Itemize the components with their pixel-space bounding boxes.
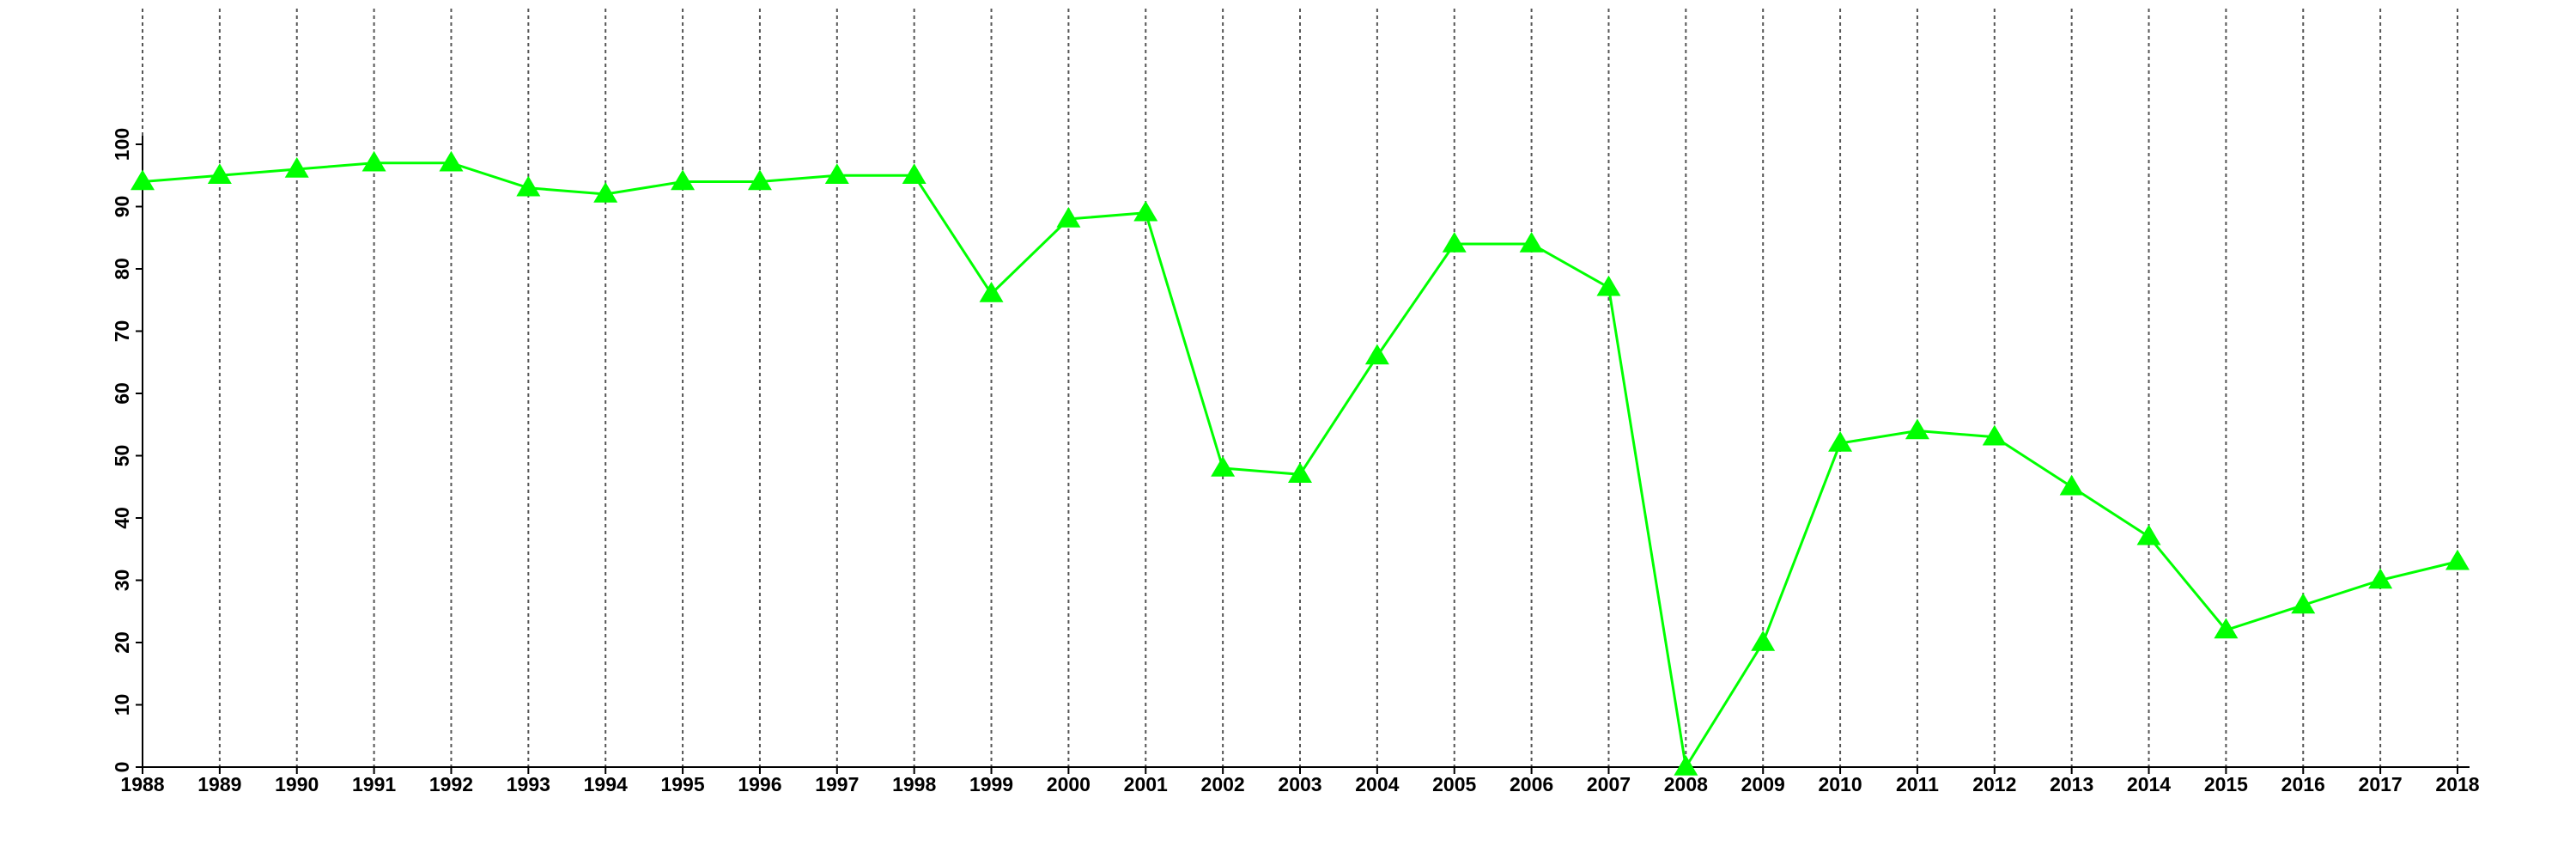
marker <box>2445 549 2470 570</box>
marker <box>824 163 849 185</box>
y-tick-label: 60 <box>111 382 133 405</box>
x-tick-label: 2014 <box>2127 773 2171 795</box>
marker <box>284 157 309 178</box>
marker <box>1056 207 1081 228</box>
x-tick-label: 1990 <box>275 773 319 795</box>
x-tick-label: 1997 <box>815 773 859 795</box>
marker <box>1751 631 1776 651</box>
marker <box>671 169 696 191</box>
x-tick-label: 2008 <box>1664 773 1708 795</box>
x-tick-label: 2003 <box>1278 773 1321 795</box>
x-tick-label: 2015 <box>2204 773 2248 795</box>
x-tick-label: 1988 <box>120 773 164 795</box>
x-tick-label: 1993 <box>507 773 550 795</box>
x-tick-label: 2006 <box>1510 773 1553 795</box>
marker <box>439 150 464 172</box>
x-tick-label: 1995 <box>660 773 704 795</box>
x-tick-label: 1992 <box>429 773 473 795</box>
x-tick-label: 2017 <box>2359 773 2403 795</box>
y-tick-label: 90 <box>111 196 133 218</box>
y-tick-label: 30 <box>111 570 133 592</box>
x-tick-label: 1989 <box>197 773 241 795</box>
x-tick-label: 2002 <box>1201 773 1245 795</box>
marker <box>2291 593 2316 614</box>
x-tick-label: 2009 <box>1741 773 1785 795</box>
y-tick-label: 100 <box>111 128 133 161</box>
y-tick-label: 0 <box>111 762 133 773</box>
x-tick-label: 2001 <box>1124 773 1168 795</box>
marker <box>207 163 232 185</box>
x-tick-label: 2005 <box>1432 773 1476 795</box>
x-tick-label: 2013 <box>2050 773 2093 795</box>
y-tick-label: 80 <box>111 258 133 280</box>
x-tick-label: 1996 <box>738 773 781 795</box>
x-tick-label: 2011 <box>1896 773 1939 795</box>
marker <box>979 282 1004 302</box>
marker <box>1442 232 1467 253</box>
x-tick-label: 2000 <box>1047 773 1091 795</box>
marker <box>1288 462 1312 484</box>
x-tick-label: 2016 <box>2281 773 2325 795</box>
y-tick-label: 20 <box>111 631 133 654</box>
x-tick-label: 2010 <box>1818 773 1862 795</box>
y-tick-label: 70 <box>111 320 133 343</box>
x-tick-label: 2007 <box>1587 773 1631 795</box>
marker <box>1982 424 2007 446</box>
y-tick-label: 50 <box>111 445 133 467</box>
marker <box>361 150 386 172</box>
x-tick-label: 1991 <box>352 773 396 795</box>
marker <box>2368 568 2393 589</box>
x-tick-label: 1994 <box>584 773 628 795</box>
marker <box>902 163 927 185</box>
x-tick-label: 2004 <box>1355 773 1399 795</box>
marker <box>1519 232 1544 253</box>
marker <box>1596 275 1621 296</box>
marker <box>1905 418 1929 440</box>
marker <box>1828 431 1853 452</box>
marker <box>1133 200 1158 222</box>
marker <box>2214 618 2239 639</box>
marker <box>516 175 541 197</box>
y-tick-label: 40 <box>111 507 133 529</box>
x-tick-label: 2012 <box>1972 773 2016 795</box>
marker <box>1674 755 1698 776</box>
y-tick-label: 10 <box>111 694 133 716</box>
marker <box>1211 456 1236 477</box>
marker <box>747 169 772 191</box>
x-tick-label: 1999 <box>969 773 1013 795</box>
x-tick-label: 1998 <box>892 773 936 795</box>
marker <box>131 169 155 191</box>
marker <box>2059 474 2084 496</box>
marker <box>593 182 618 203</box>
x-tick-label: 2018 <box>2435 773 2479 795</box>
marker <box>1364 344 1389 365</box>
marker <box>2136 524 2161 545</box>
